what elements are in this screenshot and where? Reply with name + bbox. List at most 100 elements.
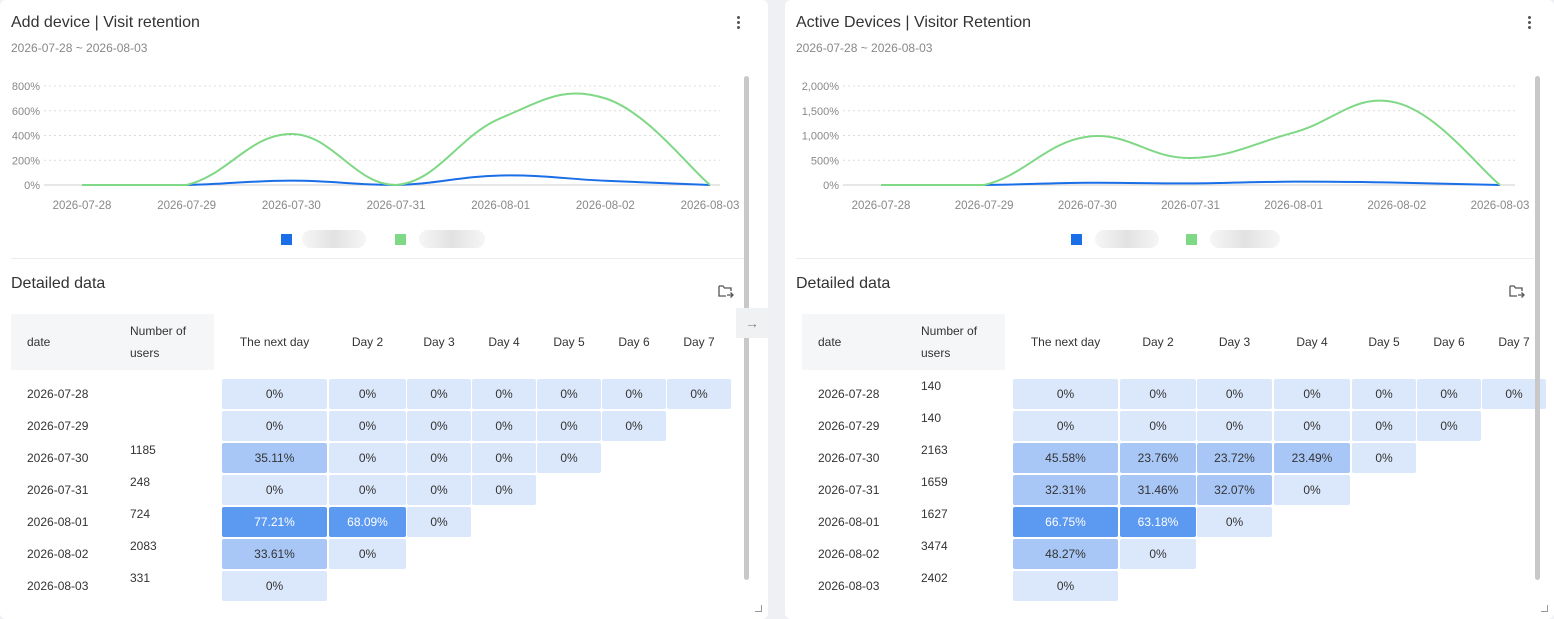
retention-cell[interactable]: 66.75% bbox=[1013, 507, 1118, 537]
retention-cell[interactable]: 32.07% bbox=[1197, 475, 1272, 505]
retention-cell[interactable]: 0% bbox=[1197, 507, 1272, 537]
y-tick-label: 2,000% bbox=[802, 81, 840, 93]
retention-cell[interactable]: 0% bbox=[1197, 411, 1272, 441]
more-menu-icon[interactable] bbox=[730, 14, 746, 34]
retention-cell[interactable]: 0% bbox=[407, 411, 471, 441]
retention-cell[interactable]: 63.18% bbox=[1120, 507, 1196, 537]
export-icon[interactable] bbox=[716, 282, 734, 300]
retention-cell[interactable]: 0% bbox=[329, 443, 406, 473]
legend-swatch-green[interactable] bbox=[395, 234, 406, 245]
scrollbar[interactable] bbox=[1535, 76, 1540, 580]
series-line-blue[interactable] bbox=[81, 174, 711, 187]
legend-swatch-blue[interactable] bbox=[281, 234, 292, 245]
retention-cell[interactable]: 0% bbox=[329, 539, 406, 569]
retention-cell[interactable]: 0% bbox=[329, 379, 406, 409]
retention-cell[interactable]: 0% bbox=[1013, 379, 1118, 409]
retention-cell[interactable]: 0% bbox=[329, 475, 406, 505]
retention-cell[interactable]: 0% bbox=[222, 411, 327, 441]
row-date: 2026-08-01 bbox=[818, 515, 880, 529]
column-header-day[interactable]: Day 6 bbox=[1433, 335, 1465, 349]
retention-cell[interactable]: 23.76% bbox=[1120, 443, 1196, 473]
retention-cell[interactable]: 0% bbox=[1197, 379, 1272, 409]
retention-cell[interactable]: 77.21% bbox=[222, 507, 327, 537]
column-header-day[interactable]: Day 3 bbox=[423, 335, 455, 349]
column-header-day[interactable]: Day 2 bbox=[1142, 335, 1174, 349]
column-header-day[interactable]: The next day bbox=[239, 335, 310, 349]
retention-cell[interactable]: 0% bbox=[222, 571, 327, 601]
retention-cell[interactable]: 0% bbox=[472, 443, 536, 473]
retention-cell[interactable]: 35.11% bbox=[222, 443, 327, 473]
retention-cell[interactable]: 0% bbox=[1417, 379, 1481, 409]
x-tick-label: 2026-08-01 bbox=[471, 200, 530, 212]
resize-handle[interactable] bbox=[755, 605, 762, 612]
series-line-green[interactable] bbox=[81, 92, 711, 187]
retention-cell[interactable]: 0% bbox=[1274, 411, 1350, 441]
y-tick-label: 200% bbox=[12, 155, 40, 167]
retention-cell[interactable]: 0% bbox=[329, 411, 406, 441]
retention-cell[interactable]: 0% bbox=[537, 411, 601, 441]
column-header-day[interactable]: Day 4 bbox=[488, 335, 520, 349]
retention-cell[interactable]: 32.31% bbox=[1013, 475, 1118, 505]
retention-cell[interactable]: 0% bbox=[1120, 411, 1196, 441]
legend-swatch-blue[interactable] bbox=[1071, 234, 1082, 245]
retention-cell[interactable]: 0% bbox=[472, 411, 536, 441]
retention-cell[interactable]: 0% bbox=[1120, 379, 1196, 409]
retention-cell[interactable]: 0% bbox=[537, 379, 601, 409]
retention-cell[interactable]: 31.46% bbox=[1120, 475, 1196, 505]
retention-cell[interactable]: 0% bbox=[1274, 379, 1350, 409]
retention-cell[interactable]: 48.27% bbox=[1013, 539, 1118, 569]
table-row: 2026-07-28 0% 0% 0% 0% 0% 0% 0% bbox=[11, 379, 751, 409]
retention-cell[interactable]: 45.58% bbox=[1013, 443, 1118, 473]
retention-line-chart: 800% 600% 400% 200% 0% 2026-07-28 2026-07-29 20… bbox=[12, 81, 740, 212]
retention-cell[interactable]: 0% bbox=[537, 443, 601, 473]
row-date: 2026-07-29 bbox=[818, 419, 880, 433]
column-header-day[interactable]: Day 4 bbox=[1296, 335, 1328, 349]
card-title: Add device | Visit retention bbox=[11, 14, 200, 31]
retention-cell[interactable]: 0% bbox=[407, 379, 471, 409]
retention-cell[interactable]: 0% bbox=[407, 507, 471, 537]
arrow-right-icon[interactable]: → bbox=[736, 308, 768, 338]
retention-cell[interactable]: 0% bbox=[1120, 539, 1196, 569]
column-header-day[interactable]: Day 5 bbox=[1368, 335, 1400, 349]
retention-cell[interactable]: 0% bbox=[407, 475, 471, 505]
column-header-day[interactable]: Day 7 bbox=[1498, 335, 1530, 349]
retention-cell[interactable]: 0% bbox=[1013, 411, 1118, 441]
x-tick-label: 2026-07-31 bbox=[1161, 200, 1220, 212]
retention-cell[interactable]: 0% bbox=[222, 475, 327, 505]
retention-cell[interactable]: 0% bbox=[1352, 443, 1416, 473]
x-tick-label: 2026-08-03 bbox=[681, 200, 740, 212]
retention-cell[interactable]: 0% bbox=[1417, 411, 1481, 441]
x-tick-label: 2026-07-28 bbox=[53, 200, 112, 212]
retention-cell[interactable]: 0% bbox=[602, 379, 666, 409]
table-row: 2026-07-31 1659 32.31% 31.46% 32.07% 0% bbox=[802, 475, 1542, 505]
more-menu-icon[interactable] bbox=[1521, 14, 1537, 34]
retention-cell[interactable]: 23.72% bbox=[1197, 443, 1272, 473]
retention-cell[interactable]: 0% bbox=[1274, 475, 1350, 505]
retention-cell[interactable]: 0% bbox=[1352, 411, 1416, 441]
column-header-day[interactable]: Day 3 bbox=[1218, 335, 1251, 349]
row-date: 2026-07-30 bbox=[818, 451, 880, 465]
retention-cell[interactable]: 33.61% bbox=[222, 539, 327, 569]
retention-cell[interactable]: 0% bbox=[472, 379, 536, 409]
retention-cell[interactable]: 0% bbox=[1013, 571, 1118, 601]
retention-cell[interactable]: 0% bbox=[1352, 379, 1416, 409]
retention-cell[interactable]: 0% bbox=[407, 443, 471, 473]
legend-swatch-green[interactable] bbox=[1186, 234, 1197, 245]
x-tick-label: 2026-08-02 bbox=[576, 200, 635, 212]
column-header-users: Number of users bbox=[130, 324, 187, 360]
column-header-day[interactable]: Day 2 bbox=[351, 335, 384, 349]
column-header-day[interactable]: The next day bbox=[1030, 335, 1101, 349]
retention-cell[interactable]: 68.09% bbox=[329, 507, 406, 537]
series-line-green[interactable] bbox=[880, 99, 1501, 186]
row-date: 2026-07-28 bbox=[27, 387, 89, 401]
column-header-day[interactable]: Day 5 bbox=[553, 335, 585, 349]
retention-cell[interactable]: 0% bbox=[222, 379, 327, 409]
resize-handle[interactable] bbox=[1541, 605, 1548, 612]
column-header-day[interactable]: Day 7 bbox=[683, 335, 715, 349]
retention-cell[interactable]: 0% bbox=[667, 379, 731, 409]
export-icon[interactable] bbox=[1507, 282, 1525, 300]
retention-cell[interactable]: 0% bbox=[472, 475, 536, 505]
retention-cell[interactable]: 0% bbox=[602, 411, 666, 441]
column-header-day[interactable]: Day 6 bbox=[618, 335, 650, 349]
retention-cell[interactable]: 23.49% bbox=[1274, 443, 1350, 473]
